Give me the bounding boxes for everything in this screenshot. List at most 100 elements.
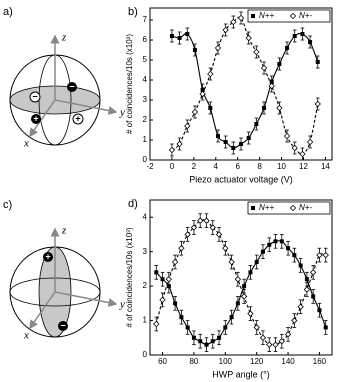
legend-label: N+- — [299, 203, 312, 212]
marker — [192, 48, 197, 52]
x-tick-label: 60 — [158, 357, 167, 366]
marker — [239, 142, 243, 146]
marker — [159, 296, 166, 304]
marker — [185, 325, 190, 330]
y-tick-label: 4 — [143, 212, 148, 221]
marker — [171, 258, 179, 266]
chart: d) 60 80 100 120 140 160 0 1 2 3 4 HWP angle (°) # of… — [125, 198, 333, 379]
marker — [285, 46, 290, 50]
x-tick-label: 4 — [214, 162, 219, 171]
marker — [245, 34, 252, 42]
marker — [207, 70, 214, 78]
panel-label: a) — [3, 6, 13, 18]
marker — [215, 134, 220, 138]
legend-label: N+- — [299, 11, 312, 20]
marker — [191, 335, 196, 340]
x-tick-label: 0 — [170, 162, 175, 171]
legend-box — [247, 9, 331, 23]
x-axis-label: HWP angle (°) — [212, 369, 269, 379]
x-tick-label: 80 — [189, 357, 198, 366]
axis-label: x — [23, 330, 29, 342]
panel-label: c) — [3, 199, 12, 211]
y-tick-label: 7 — [143, 15, 148, 24]
state-sign: + — [45, 251, 50, 261]
marker — [234, 276, 242, 283]
state-sign: − — [69, 81, 74, 91]
y-tick-label: 1 — [143, 316, 148, 325]
marker — [254, 260, 259, 264]
y-axis-label: # of coincidences/10s (x10³) — [125, 34, 134, 134]
marker — [160, 277, 165, 282]
marker — [297, 303, 304, 310]
y-tick-label: 0 — [143, 155, 148, 164]
marker — [230, 18, 237, 26]
marker — [277, 62, 282, 66]
marker — [298, 263, 303, 268]
legend: N++ N+- — [247, 9, 331, 23]
x-tick-label: 6 — [235, 162, 240, 171]
marker — [222, 26, 229, 34]
marker — [237, 14, 245, 22]
marker — [253, 48, 260, 56]
y-axis-label: # of coincidences/10s (x10³) — [125, 227, 134, 327]
x-tick-label: 10 — [277, 162, 286, 171]
marker — [253, 324, 260, 331]
plot-frame — [149, 7, 333, 161]
marker — [203, 217, 210, 224]
marker — [248, 270, 253, 275]
marker — [240, 293, 248, 300]
legend-marker — [251, 206, 255, 210]
marker — [165, 276, 172, 283]
marker — [267, 242, 272, 247]
panel-label: d) — [128, 198, 138, 210]
marker — [235, 301, 240, 306]
marker — [268, 82, 275, 90]
x-tick-label: 100 — [219, 357, 233, 366]
marker — [317, 308, 322, 313]
marker — [215, 231, 223, 238]
marker — [323, 325, 328, 330]
marker — [198, 339, 203, 344]
marker — [291, 317, 298, 324]
marker — [262, 106, 267, 110]
marker — [260, 249, 265, 254]
marker — [184, 122, 191, 130]
legend-label: N++ — [259, 203, 274, 212]
marker — [242, 284, 247, 289]
x-tick-label: 2 — [192, 162, 197, 171]
x-tick-label: 14 — [321, 162, 330, 171]
marker — [169, 34, 174, 38]
marker — [178, 245, 185, 252]
y-tick-label: 5 — [143, 55, 148, 64]
plot-frame — [149, 199, 333, 356]
marker — [304, 277, 309, 282]
marker — [185, 32, 190, 36]
marker — [278, 338, 285, 345]
marker — [222, 245, 229, 252]
marker — [306, 138, 314, 146]
fit-line — [155, 240, 327, 346]
marker — [173, 301, 178, 306]
x-axis-label: Piezo actuator voltage (V) — [189, 174, 293, 184]
bloch-sphere-a: a) z x y − − + + — [3, 6, 125, 150]
x-tick-label: 120 — [250, 357, 264, 366]
marker — [223, 325, 228, 330]
marker — [204, 342, 209, 347]
marker — [292, 34, 297, 38]
y-tick-label: 0 — [143, 350, 148, 359]
marker — [310, 269, 317, 276]
marker — [208, 106, 213, 110]
x-tick-label: -2 — [146, 162, 154, 171]
y-tick-label: 3 — [143, 95, 148, 104]
marker — [284, 331, 292, 338]
state-sign: − — [60, 320, 65, 330]
marker — [314, 100, 321, 108]
x-tick-label: 8 — [257, 162, 262, 171]
marker — [316, 251, 323, 259]
marker — [228, 258, 235, 266]
marker — [168, 146, 176, 154]
marker — [276, 104, 283, 112]
marker — [190, 224, 198, 231]
